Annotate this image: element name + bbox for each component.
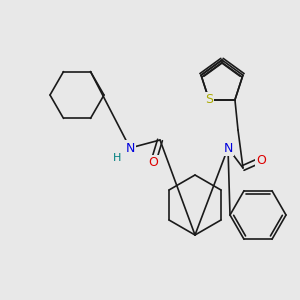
Text: H: H [113,153,121,163]
Text: O: O [256,154,266,166]
Text: O: O [148,157,158,169]
Text: N: N [223,142,233,154]
Text: N: N [125,142,135,154]
Text: S: S [205,93,213,106]
